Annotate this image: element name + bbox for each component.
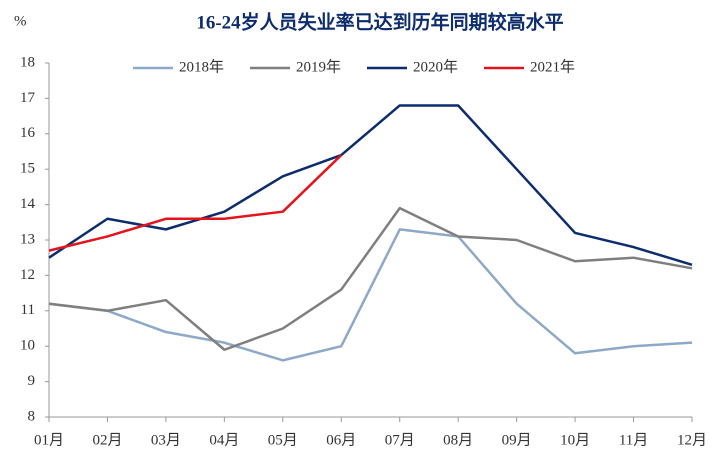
x-tick-label: 11月 [619, 432, 648, 448]
y-tick-label: 12 [20, 267, 35, 283]
x-tick-label: 04月 [209, 432, 239, 448]
series-line [48, 228, 693, 362]
y-tick-label: 15 [20, 161, 35, 177]
y-tick-label: 11 [21, 302, 35, 318]
x-tick-label: 07月 [385, 432, 415, 448]
series-line [48, 104, 693, 266]
y-tick-label: 18 [20, 54, 35, 70]
x-tick-label: 01月 [34, 432, 64, 448]
legend-label: 2021年 [530, 58, 575, 75]
legend-label: 2018年 [179, 58, 224, 75]
y-axis-label: % [14, 13, 27, 29]
y-tick-label: 13 [20, 231, 35, 247]
x-tick-label: 08月 [443, 432, 473, 448]
y-tick-label: 9 [28, 373, 36, 389]
y-tick-label: 10 [20, 338, 35, 354]
legend-label: 2019年 [296, 58, 341, 75]
legend-label: 2020年 [413, 58, 458, 75]
y-tick-label: 8 [28, 408, 36, 424]
y-tick-label: 17 [20, 90, 36, 106]
x-tick-label: 05月 [268, 432, 298, 448]
x-tick-label: 12月 [677, 432, 707, 448]
series-line [48, 154, 343, 252]
x-tick-label: 03月 [151, 432, 181, 448]
x-tick-label: 02月 [92, 432, 122, 448]
x-tick-label: 06月 [326, 432, 356, 448]
x-tick-label: 09月 [502, 432, 532, 448]
y-tick-label: 16 [20, 125, 36, 141]
chart-title: 16-24岁人员失业率已达到历年同期较高水平 [196, 10, 563, 33]
y-tick-label: 14 [20, 196, 36, 212]
series-line [48, 206, 693, 351]
x-tick-label: 10月 [560, 432, 590, 448]
